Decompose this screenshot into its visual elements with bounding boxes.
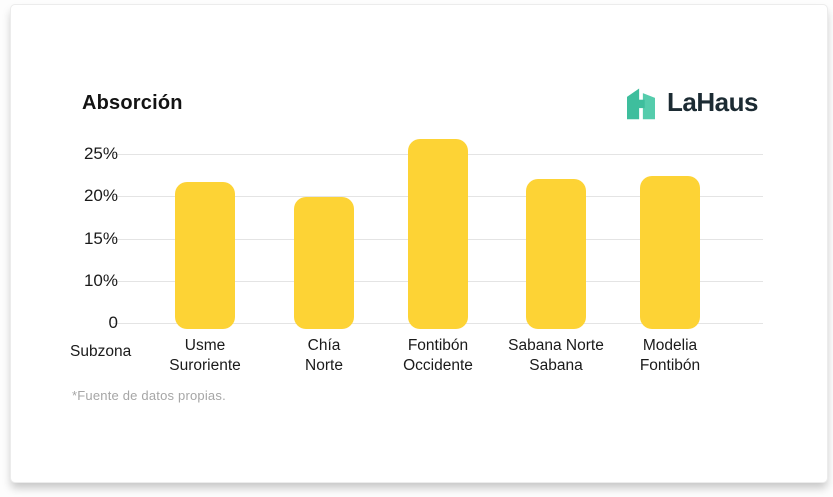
x-axis-category-label: Usme Suroriente — [130, 336, 280, 376]
bar-0 — [175, 182, 235, 329]
x-axis-category-label: Chía Norte — [249, 336, 399, 376]
x-axis-category-line: Occidente — [403, 357, 473, 374]
x-axis-category-line: Suroriente — [169, 357, 241, 374]
x-axis-category-line: Usme — [184, 337, 226, 354]
y-axis-tick-label: 25% — [83, 144, 118, 163]
x-axis-category-label: Sabana Norte Sabana — [481, 336, 631, 376]
x-axis-category-line: Norte — [305, 357, 343, 374]
lahaus-house-icon — [627, 85, 655, 120]
x-axis-category-line: Sabana Norte — [508, 337, 604, 354]
x-axis-category-line: Fontibón — [407, 337, 469, 354]
y-axis-tick-label: 10% — [83, 271, 118, 290]
bar-2 — [408, 139, 468, 329]
bar-4 — [640, 176, 700, 329]
y-axis-tick-label: 20% — [83, 186, 118, 205]
y-axis-tick-label: 0 — [108, 313, 118, 332]
y-axis-tick-label: 15% — [83, 229, 118, 248]
source-note: *Fuente de datos propias. — [72, 388, 226, 403]
x-axis-category-label: Fontibón Occidente — [363, 336, 513, 376]
lahaus-wordmark: LaHaus — [667, 86, 758, 117]
chart-title: Absorción — [82, 92, 183, 114]
x-axis-category-line: Fontibón — [639, 357, 701, 374]
bar-3 — [526, 179, 586, 329]
x-axis-category-line: Chía — [307, 337, 341, 354]
x-axis-category-label: Modelia Fontibón — [595, 336, 745, 376]
x-axis-title: Subzona — [70, 343, 132, 360]
lahaus-logo: LaHaus — [627, 84, 758, 120]
x-axis-category-line: Modelia — [642, 337, 698, 354]
x-axis-category-line: Sabana — [529, 357, 583, 374]
bar-1 — [294, 197, 354, 329]
